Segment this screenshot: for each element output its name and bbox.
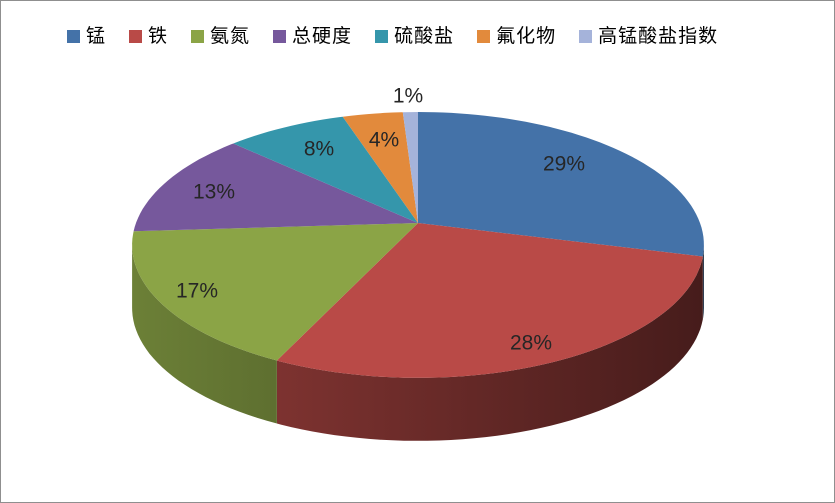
slice-percent-label: 1% — [393, 85, 423, 108]
pie-slice-side-0 — [702, 244, 704, 320]
legend-swatch-icon — [273, 30, 287, 43]
pie-slice-硫酸盐[interactable] — [233, 116, 418, 223]
legend-label: 总硬度 — [292, 26, 353, 47]
pie-slice-锰[interactable] — [418, 112, 704, 257]
legend-swatch-icon — [129, 30, 143, 43]
legend-label: 氨氮 — [210, 26, 251, 47]
legend-label: 锰 — [86, 26, 107, 47]
pie-slice-side-1 — [276, 256, 703, 441]
legend-item-4[interactable]: 硫酸盐 — [375, 27, 454, 46]
pie-slice-氟化物[interactable] — [342, 112, 418, 223]
pie-slice-side-2 — [132, 244, 277, 424]
slice-percent-label: 8% — [304, 138, 334, 161]
legend-item-0[interactable]: 锰 — [67, 27, 106, 46]
slice-percent-label: 28% — [510, 332, 552, 355]
pie-slice-氨氮[interactable] — [132, 223, 418, 361]
slice-percent-label: 29% — [543, 153, 585, 176]
legend-item-6[interactable]: 高锰酸盐指数 — [579, 27, 718, 46]
legend-label: 铁 — [148, 26, 169, 47]
legend-swatch-icon — [191, 30, 205, 43]
legend-swatch-icon — [67, 30, 80, 43]
slice-percent-label: 17% — [176, 280, 218, 303]
chart-legend: 锰 铁 氨氮 总硬度 硫酸盐 氟化物 高锰酸盐指数 — [67, 27, 718, 46]
legend-swatch-icon — [375, 30, 389, 43]
legend-item-5[interactable]: 氟化物 — [477, 27, 556, 46]
slice-percent-label: 13% — [193, 181, 235, 204]
legend-label: 氟化物 — [496, 26, 557, 47]
pie-slice-铁[interactable] — [276, 223, 703, 378]
legend-swatch-icon — [579, 30, 593, 43]
legend-label: 硫酸盐 — [394, 26, 455, 47]
legend-swatch-icon — [477, 30, 491, 43]
slice-percent-label: 4% — [369, 129, 399, 152]
legend-item-1[interactable]: 铁 — [129, 27, 168, 46]
pie-slice-高锰酸盐指数[interactable] — [402, 112, 418, 223]
legend-item-3[interactable]: 总硬度 — [273, 27, 352, 46]
pie-slice-总硬度[interactable] — [133, 143, 418, 232]
legend-item-2[interactable]: 氨氮 — [191, 27, 250, 46]
legend-label: 高锰酸盐指数 — [598, 26, 719, 47]
